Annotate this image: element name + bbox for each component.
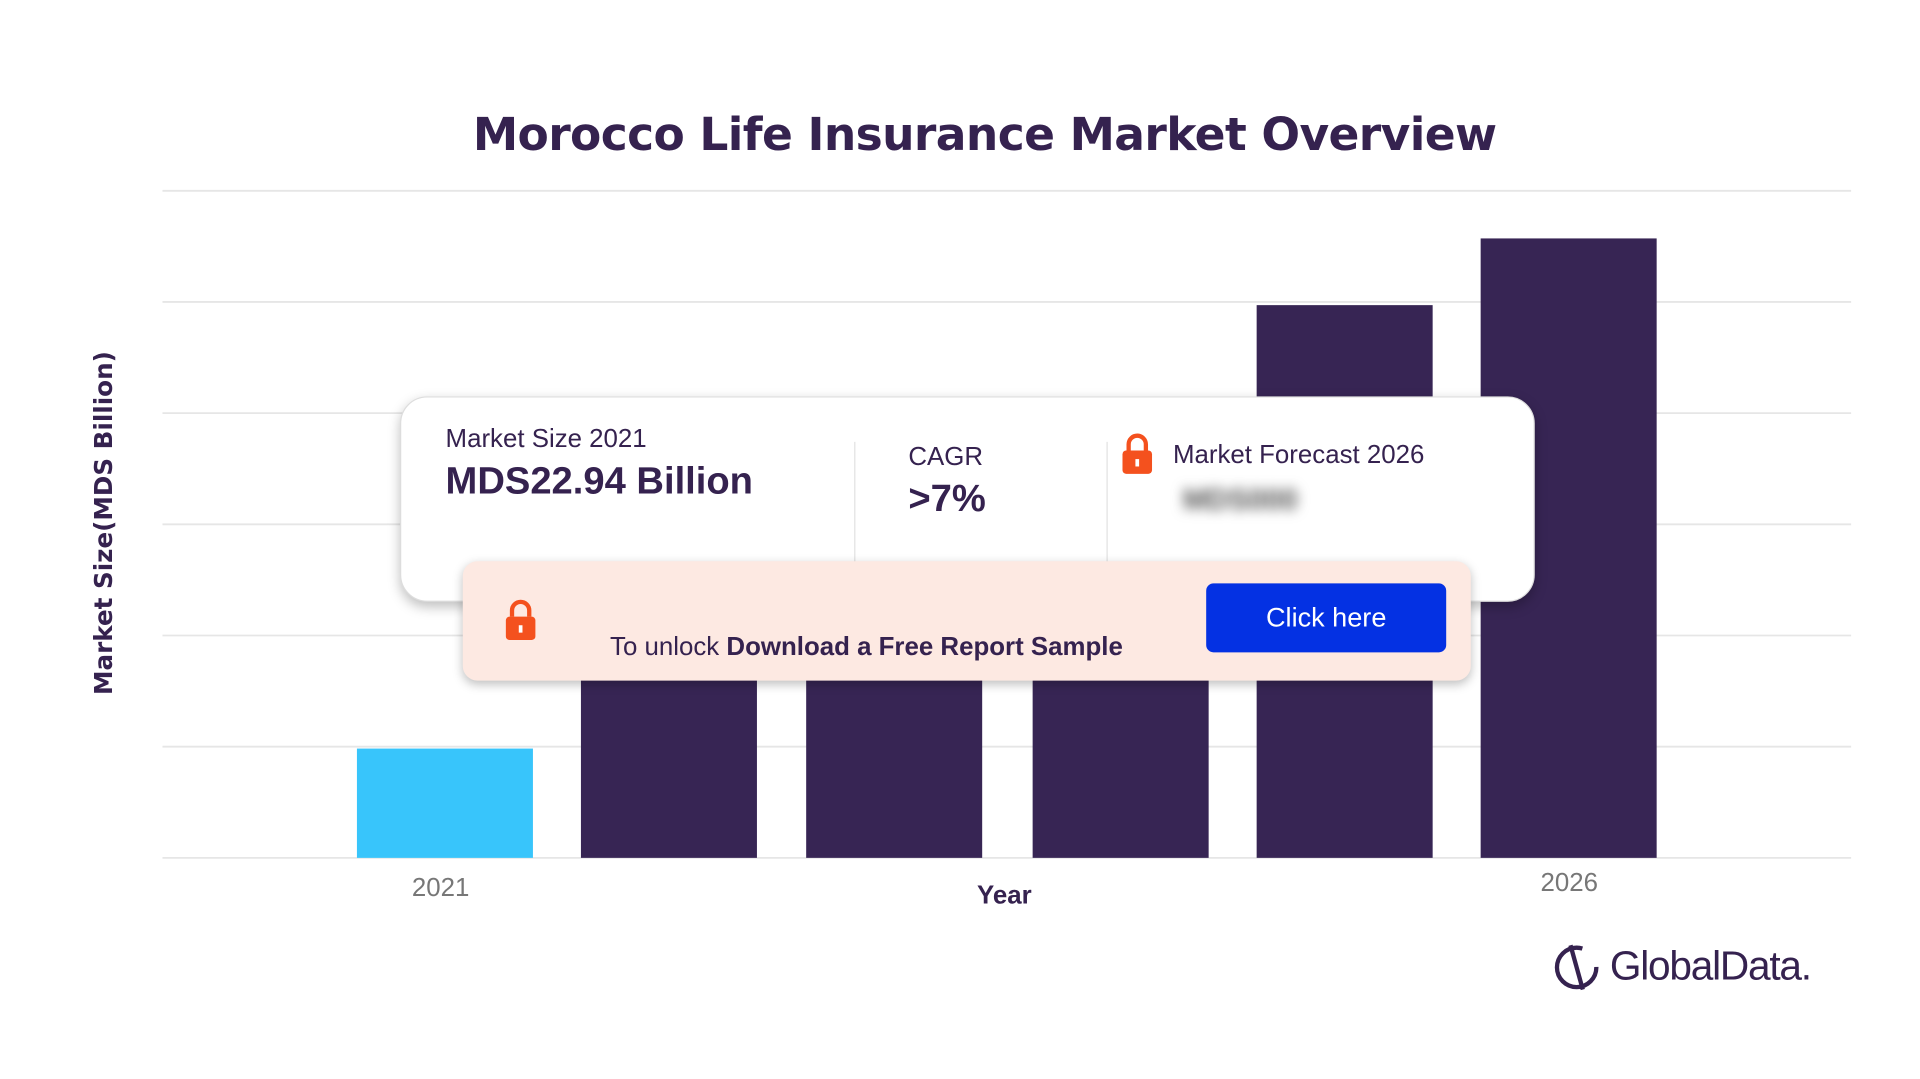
click-here-button[interactable]: Click here: [1206, 583, 1447, 653]
lock-icon: [1122, 433, 1153, 474]
market-size-value: MDS22.94 Billion: [445, 459, 753, 503]
x-tick-2026: 2026: [1540, 868, 1599, 898]
globaldata-logo: GlobalData.: [1551, 938, 1812, 995]
bar-2021: [356, 748, 533, 858]
unlock-prefix: To unlock: [610, 632, 727, 661]
divider: [1106, 441, 1108, 565]
divider: [854, 441, 856, 565]
y-axis-label: Market Size(MDS Billion): [88, 351, 119, 696]
market-size-label: Market Size 2021: [445, 424, 647, 453]
forecast-label: Market Forecast 2026: [1172, 440, 1425, 469]
unlock-banner: To unlock Download a Free Report Sample …: [462, 561, 1471, 681]
x-tick-2021: 2021: [411, 873, 470, 903]
cagr-value: >7%: [908, 476, 986, 520]
forecast-value-blurred: MDS000: [1182, 483, 1298, 517]
globaldata-logo-icon: [1554, 944, 1599, 991]
cagr-label: CAGR: [908, 443, 984, 472]
download-sample-link[interactable]: Download a Free Report Sample: [726, 632, 1123, 661]
x-axis-label: Year: [977, 881, 1032, 910]
lock-icon: [505, 599, 536, 641]
chart-title: Morocco Life Insurance Market Overview: [472, 108, 1497, 162]
logo-text: GlobalData.: [1609, 942, 1812, 989]
